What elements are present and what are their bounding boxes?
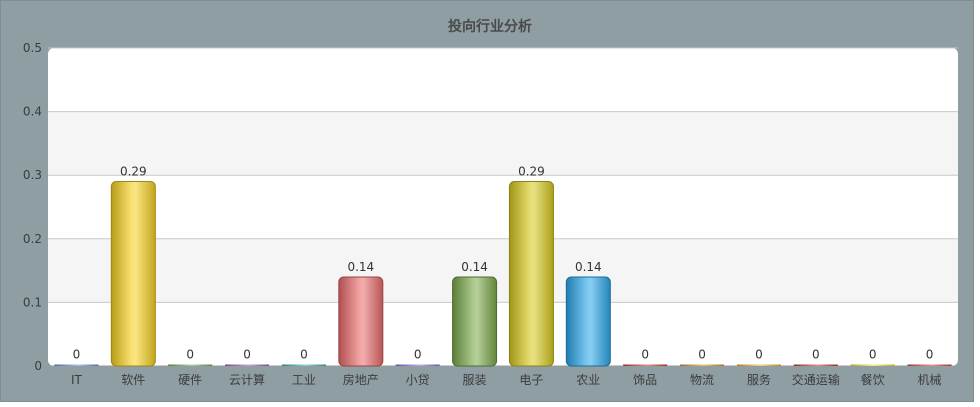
bar-餐饮 xyxy=(850,364,895,366)
bar-硬件 xyxy=(168,364,213,366)
data-label: 0 xyxy=(755,348,763,362)
data-label: 0 xyxy=(414,348,422,362)
x-tick-label: 工业 xyxy=(292,373,316,387)
chart-title: 投向行业分析 xyxy=(448,19,532,35)
bar-饰品 xyxy=(623,364,668,366)
data-label: 0.29 xyxy=(120,165,147,179)
bar-IT xyxy=(54,364,99,366)
data-label: 0 xyxy=(73,348,81,362)
data-label: 0 xyxy=(926,348,934,362)
bar-服装 xyxy=(452,276,498,367)
y-tick-label: 0.3 xyxy=(23,168,42,182)
x-tick-label: 小贷 xyxy=(406,373,430,387)
x-tick-label: 餐饮 xyxy=(861,372,885,387)
plot-area xyxy=(48,48,958,366)
y-tick-label: 0.4 xyxy=(23,105,42,119)
x-tick-label: 云计算 xyxy=(229,372,265,387)
data-label: 0.14 xyxy=(575,260,602,274)
bar-机械 xyxy=(907,364,952,366)
bar-物流 xyxy=(680,364,725,366)
data-label: 0 xyxy=(641,348,649,362)
bar-软件 xyxy=(110,181,156,367)
data-label: 0 xyxy=(186,348,194,362)
y-tick-label: 0.1 xyxy=(23,295,42,309)
x-tick-label: 软件 xyxy=(121,373,145,387)
bar-房地产 xyxy=(338,276,384,367)
x-tick-label: 饰品 xyxy=(633,373,657,387)
x-tick-label: 服装 xyxy=(463,373,487,387)
data-label: 0.29 xyxy=(518,165,545,179)
x-tick-label: 服务 xyxy=(747,372,771,387)
x-tick-label: 硬件 xyxy=(178,373,202,387)
x-tick-label: 房地产 xyxy=(343,372,379,387)
data-label: 0 xyxy=(869,348,877,362)
data-label: 0 xyxy=(300,348,308,362)
data-label: 0.14 xyxy=(347,260,374,274)
bar-云计算 xyxy=(225,364,270,366)
x-tick-label: 电子 xyxy=(519,373,543,387)
x-tick-label: 交通运输 xyxy=(792,372,840,387)
x-tick-label: 物流 xyxy=(690,373,714,387)
grid-band xyxy=(48,238,958,303)
data-label: 0 xyxy=(698,348,706,362)
y-tick-label: 0.2 xyxy=(23,232,42,246)
data-label: 0.14 xyxy=(461,260,488,274)
grid-band xyxy=(48,111,958,176)
y-tick-label: 0 xyxy=(34,359,42,373)
bar-工业 xyxy=(281,364,326,366)
data-label: 0 xyxy=(243,348,251,362)
bar-农业 xyxy=(565,276,611,367)
y-tick-label: 0.5 xyxy=(23,41,42,55)
bar-小贷 xyxy=(395,364,440,366)
bar-服务 xyxy=(736,364,781,366)
data-label: 0 xyxy=(812,348,820,362)
x-tick-label: 机械 xyxy=(918,372,942,387)
bar-电子 xyxy=(508,181,554,367)
bar-交通运输 xyxy=(793,364,838,366)
x-tick-label: IT xyxy=(71,373,83,387)
x-tick-label: 农业 xyxy=(576,373,600,387)
